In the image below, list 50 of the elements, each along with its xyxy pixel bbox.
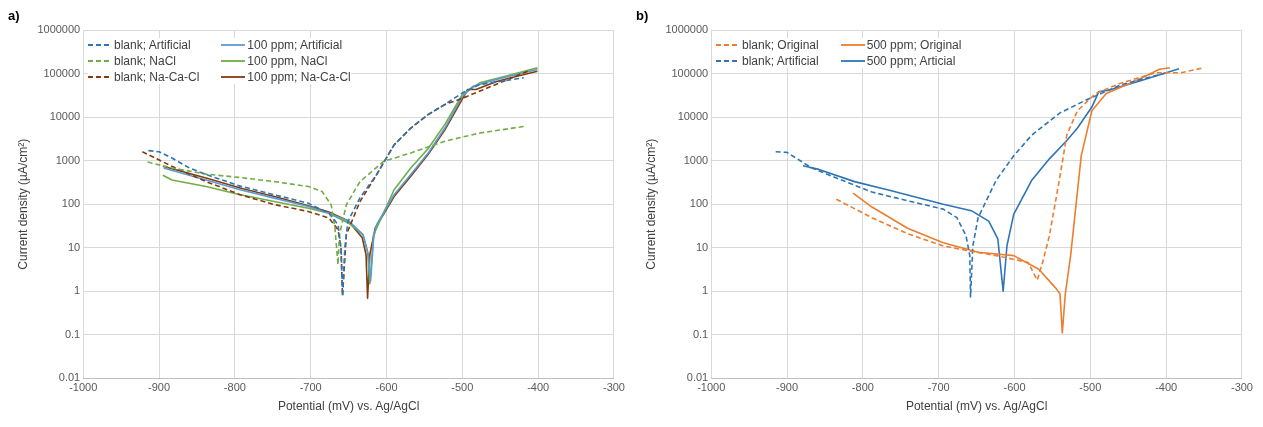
chart-title: b) <box>636 8 649 23</box>
x-tick-label: -300 <box>602 381 626 394</box>
x-tick-label: -400 <box>1155 381 1178 394</box>
y-tick-label: 10000 <box>49 110 81 123</box>
y-tick-label: 0.01 <box>58 371 81 384</box>
legend-label: 100 ppm; Na-Ca-Cl <box>247 70 351 84</box>
x-axis-title: Potential (mV) vs. Ag/AgCl <box>277 399 420 414</box>
legend-label: blank; Na-Ca-Cl <box>114 70 200 84</box>
x-tick-label: -900 <box>148 381 171 394</box>
y-tick-label: 100000 <box>43 66 81 79</box>
x-tick-label: -1000 <box>69 381 98 394</box>
y-axis-title: Current density (µA/cm²) <box>15 138 30 270</box>
y-tick-label: 1 <box>74 284 81 297</box>
x-tick-label: -300 <box>1230 381 1254 394</box>
legend-label: 500 ppm; Original <box>866 38 962 52</box>
x-axis-title: Potential (mV) vs. Ag/AgCl <box>905 399 1048 414</box>
legend-label: blank; Artificial <box>742 54 819 68</box>
y-axis-title: Current density (µA/cm²) <box>643 138 658 270</box>
y-tick-label: 0.1 <box>64 327 81 340</box>
y-tick-label: 100000 <box>671 66 709 79</box>
x-tick-label: -800 <box>223 381 246 394</box>
y-tick-label: 1000 <box>683 153 709 166</box>
y-tick-label: 1000000 <box>37 23 81 36</box>
x-tick-label: -600 <box>375 381 398 394</box>
x-tick-label: -1000 <box>697 381 726 394</box>
x-tick-label: -500 <box>1079 381 1102 394</box>
x-tick-label: -400 <box>527 381 550 394</box>
y-tick-label: 10 <box>695 240 709 253</box>
y-tick-label: 1000000 <box>665 23 709 36</box>
y-tick-label: 10000 <box>677 110 709 123</box>
x-tick-label: -800 <box>851 381 874 394</box>
y-tick-label: 0.01 <box>686 371 709 384</box>
x-tick-label: -600 <box>1003 381 1026 394</box>
legend-label: 500 ppm; Articial <box>866 54 956 68</box>
legend-label: 100 ppm, NaCl <box>247 54 328 68</box>
legend-label: blank; NaCl <box>114 54 177 68</box>
y-tick-label: 100 <box>689 197 709 210</box>
y-tick-label: 1 <box>702 284 709 297</box>
y-tick-label: 0.1 <box>692 327 709 340</box>
x-tick-label: -700 <box>927 381 950 394</box>
legend-label: 100 ppm; Artificial <box>247 38 343 52</box>
x-tick-label: -900 <box>776 381 799 394</box>
y-tick-label: 10 <box>67 240 81 253</box>
x-tick-label: -500 <box>451 381 474 394</box>
x-tick-label: -700 <box>299 381 322 394</box>
y-tick-label: 100 <box>61 197 81 210</box>
legend-label: blank; Original <box>742 38 819 52</box>
y-tick-label: 1000 <box>55 153 81 166</box>
legend-label: blank; Artificial <box>114 38 191 52</box>
chart-title: a) <box>8 8 20 23</box>
